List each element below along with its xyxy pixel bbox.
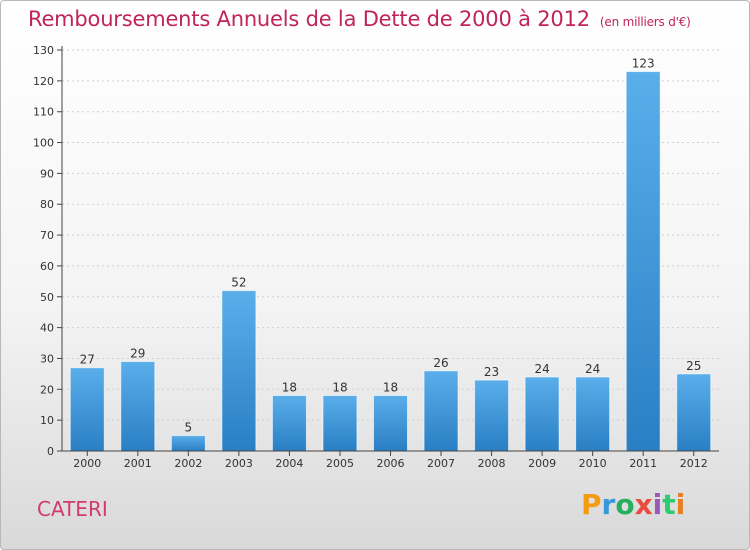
bar-value-label: 24 — [534, 362, 549, 376]
bar — [69, 367, 105, 452]
bar — [474, 379, 510, 452]
bar-value-label: 5 — [185, 421, 193, 435]
place-name: CATERI — [37, 497, 108, 521]
grid-lines — [62, 49, 719, 421]
y-tick-label: 40 — [40, 322, 54, 335]
bar-value-label: 123 — [632, 57, 655, 71]
bar-value-label: 25 — [686, 359, 701, 373]
y-tick-label: 30 — [40, 352, 54, 365]
bar — [221, 290, 257, 452]
bar — [524, 376, 560, 452]
y-tick-label: 70 — [40, 229, 54, 242]
y-tick-label: 80 — [40, 198, 54, 211]
bar-value-label: 26 — [433, 356, 448, 370]
chart-title: Remboursements Annuels de la Dette de 20… — [28, 7, 691, 31]
y-tick-label: 0 — [47, 445, 54, 458]
bar — [322, 394, 358, 452]
logo-letter: i — [675, 488, 686, 521]
logo-letter: r — [601, 488, 616, 521]
x-tick-label: 2002 — [174, 457, 202, 470]
bar — [423, 370, 459, 452]
x-tick-label: 2003 — [225, 457, 253, 470]
bar — [373, 394, 408, 452]
proxiti-logo: Proxiti — [581, 488, 685, 521]
x-tick-label: 2009 — [528, 457, 556, 470]
y-tick-label: 120 — [33, 75, 54, 88]
chart-title-text: Remboursements Annuels de la Dette de 20… — [28, 7, 590, 31]
bar — [575, 376, 611, 452]
bar-value-label: 23 — [484, 365, 499, 379]
logo-letter: x — [634, 488, 653, 521]
x-tick-label: 2005 — [326, 457, 354, 470]
y-tick-label: 100 — [33, 137, 54, 150]
bar — [170, 435, 206, 452]
y-tick-label: 20 — [40, 383, 54, 396]
bar — [625, 71, 661, 452]
bar — [120, 361, 156, 452]
bar-value-label: 18 — [282, 380, 297, 394]
bar — [676, 373, 712, 452]
chart-subtitle: (en milliers d'€) — [599, 15, 691, 29]
x-tick-label: 2004 — [275, 457, 303, 470]
logo-letter: o — [615, 488, 635, 521]
bar-value-label: 27 — [80, 353, 95, 367]
y-tick-label: 50 — [40, 291, 54, 304]
x-tick-label: 2011 — [629, 457, 657, 470]
bar-value-label: 29 — [130, 347, 145, 361]
axes: 0 10 20 30 40 50 60 70 80 90 100 110 120 130 2000 2001 2… — [33, 44, 719, 470]
x-tick-label: 2012 — [680, 457, 708, 470]
y-tick-label: 130 — [33, 44, 54, 57]
y-tick-label: 90 — [40, 167, 54, 180]
x-tick-label: 2008 — [478, 457, 506, 470]
x-tick-label: 2001 — [124, 457, 152, 470]
logo-letter: t — [662, 488, 676, 521]
logo-letter: i — [652, 488, 663, 521]
y-tick-label: 110 — [33, 106, 54, 119]
bar-value-label: 18 — [383, 380, 398, 394]
bar-value-label: 18 — [332, 380, 347, 394]
y-tick-label: 60 — [40, 260, 54, 273]
x-tick-label: 2007 — [427, 457, 455, 470]
bars: 27 29 5 52 18 18 18 26 23 24 24 123 25 — [69, 57, 712, 452]
x-tick-label: 2000 — [73, 457, 101, 470]
bar — [271, 394, 307, 452]
y-tick-label: 10 — [40, 414, 54, 427]
x-tick-label: 2010 — [579, 457, 607, 470]
bar-value-label: 24 — [585, 362, 600, 376]
bar-value-label: 52 — [231, 276, 246, 290]
x-tick-label: 2006 — [377, 457, 405, 470]
logo-letter: P — [581, 488, 602, 521]
